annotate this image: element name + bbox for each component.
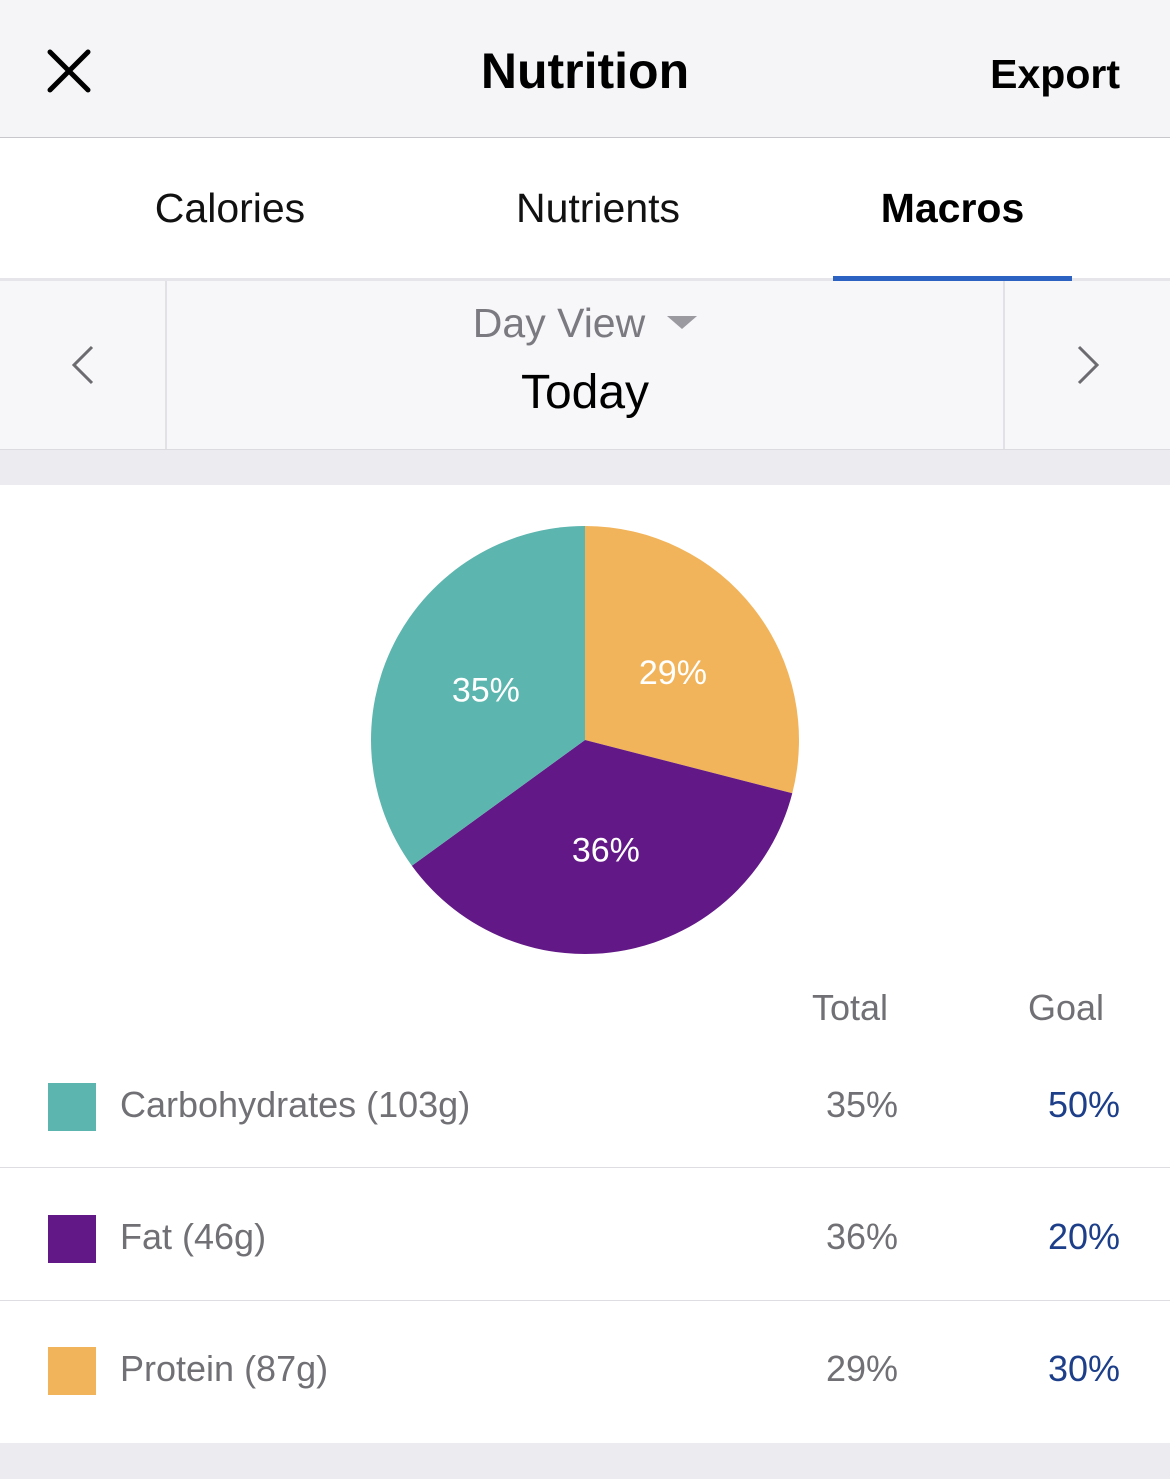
view-dropdown-label: Day View bbox=[472, 300, 646, 346]
goal-column-header: Goal bbox=[1027, 987, 1104, 1028]
macro-total: 35% bbox=[825, 1084, 898, 1125]
macro-goal: 50% bbox=[1047, 1084, 1120, 1125]
macro-row-protein[interactable]: Protein (87g) 29% 30% bbox=[0, 1301, 1170, 1433]
header-bar: Nutrition Export bbox=[0, 0, 1170, 138]
macro-goal: 20% bbox=[1047, 1216, 1120, 1257]
current-period-label: Today bbox=[520, 366, 650, 419]
protein-swatch bbox=[48, 1347, 96, 1395]
macros-pie-chart: 29% 36% 35% bbox=[371, 526, 799, 954]
macros-panel: 29% 36% 35% Total Goal Carbohydrates (103g… bbox=[0, 485, 1170, 1443]
macro-row-fat[interactable]: Fat (46g) 36% 20% bbox=[0, 1169, 1170, 1301]
view-dropdown[interactable]: Day View bbox=[167, 297, 1003, 349]
tab-nutrients[interactable]: Nutrients bbox=[515, 184, 681, 231]
close-button[interactable] bbox=[38, 40, 100, 102]
period-selector: Day View Today bbox=[0, 281, 1170, 450]
pie-label-carbohydrates: 35% bbox=[452, 671, 520, 709]
page-title: Nutrition bbox=[480, 43, 690, 99]
close-icon bbox=[47, 49, 91, 93]
macro-label: Protein (87g) bbox=[120, 1348, 329, 1389]
period-center: Day View Today bbox=[167, 281, 1003, 449]
macro-goal: 30% bbox=[1047, 1348, 1120, 1389]
tab-bar: Calories Nutrients Macros bbox=[0, 138, 1170, 281]
macro-row-carbohydrates[interactable]: Carbohydrates (103g) 35% 50% bbox=[0, 1037, 1170, 1169]
tab-calories[interactable]: Calories bbox=[154, 184, 306, 231]
pie-label-protein: 29% bbox=[639, 654, 707, 692]
macro-label: Fat (46g) bbox=[120, 1216, 267, 1257]
chevron-left-icon bbox=[71, 345, 93, 385]
pie-slice-carbohydrates bbox=[371, 526, 585, 866]
pie-slice-protein bbox=[585, 526, 799, 794]
export-button[interactable]: Export bbox=[990, 51, 1120, 97]
previous-day-button[interactable] bbox=[0, 281, 167, 449]
row-divider bbox=[0, 1167, 1170, 1168]
carbohydrates-swatch bbox=[48, 1083, 96, 1131]
next-day-button[interactable] bbox=[1003, 281, 1170, 449]
pie-label-fat: 36% bbox=[572, 831, 640, 869]
macro-label: Carbohydrates (103g) bbox=[120, 1084, 471, 1125]
total-column-header: Total bbox=[811, 987, 888, 1028]
row-divider bbox=[0, 1300, 1170, 1301]
chevron-down-icon bbox=[667, 315, 698, 329]
macro-total: 29% bbox=[825, 1348, 898, 1389]
tab-macros[interactable]: Macros bbox=[833, 138, 1072, 281]
pie-slice-fat bbox=[411, 740, 793, 954]
chevron-right-icon bbox=[1077, 345, 1099, 385]
macro-total: 36% bbox=[825, 1216, 898, 1257]
fat-swatch bbox=[48, 1215, 96, 1263]
